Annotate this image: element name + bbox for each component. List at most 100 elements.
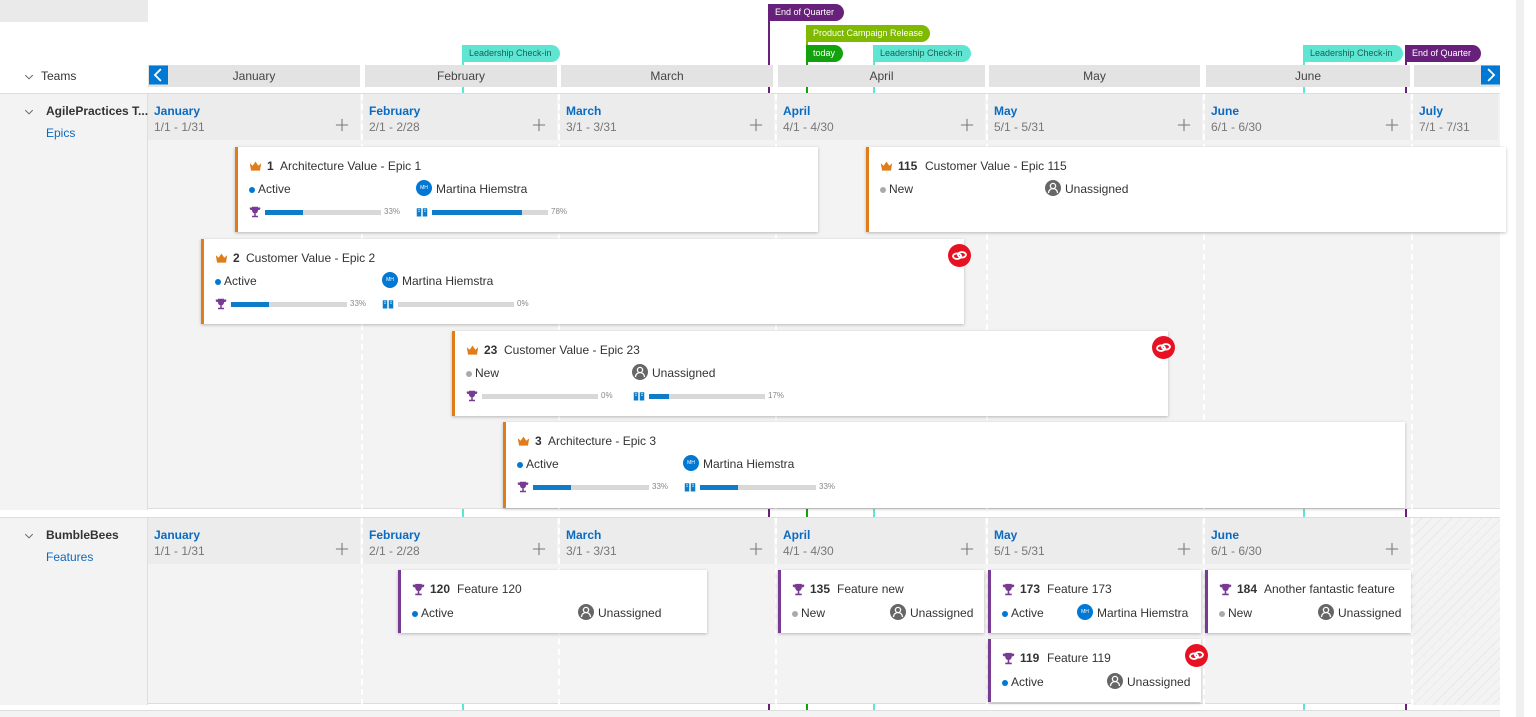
unassigned-icon [578, 604, 594, 620]
progress-track [649, 394, 765, 399]
item-title[interactable]: Architecture Value - Epic 1 [280, 159, 422, 173]
add-button-glyph [532, 118, 546, 132]
add-button-glyph [960, 542, 974, 556]
interval-header [363, 518, 557, 564]
header-row: Teams January February March April May June [0, 65, 1500, 87]
item-title[interactable]: Feature new [837, 582, 904, 596]
work-item-card[interactable]: 2 Customer Value - Epic 2 Active MH Martina … [201, 239, 971, 324]
feature-icon [412, 583, 425, 596]
scrollbar [1516, 0, 1524, 717]
item-title[interactable]: Customer Value - Epic 115 [925, 159, 1067, 173]
unassigned-icon-glyph [632, 364, 648, 380]
marker-label[interactable]: today [806, 45, 843, 62]
column-divider [775, 518, 777, 705]
add-button[interactable] [335, 542, 349, 556]
add-button[interactable] [1385, 118, 1399, 132]
marker-label[interactable]: Leadership Check-in [873, 45, 971, 62]
work-item-card[interactable]: 184 Another fantastic feature New Unassigne… [1205, 570, 1411, 633]
item-title[interactable]: Feature 119 [1047, 651, 1111, 665]
backlog-link[interactable]: Features [46, 550, 94, 564]
interval-header [148, 94, 360, 140]
item-title[interactable]: Architecture - Epic 3 [548, 434, 657, 448]
state-dot [880, 187, 886, 193]
month-header: February [365, 65, 557, 87]
add-button[interactable] [960, 118, 974, 132]
marker-label[interactable]: Product Campaign Release [806, 25, 930, 42]
child-progress-icon [382, 298, 394, 310]
child-progress-icon-glyph [684, 483, 696, 492]
team-cell: AgilePractices T... Epics [0, 94, 148, 510]
interval-range: 5/1 - 5/31 [994, 120, 1045, 134]
work-item-card[interactable]: 173 Feature 173 Active MH Martina Hiemstra [988, 570, 1201, 633]
add-button[interactable] [532, 118, 546, 132]
work-item-card[interactable]: 3 Architecture - Epic 3 Active MH Martina Hi… [503, 422, 1405, 508]
work-item-card[interactable]: 119 Feature 119 Active Unassigned [988, 639, 1208, 702]
team-name[interactable]: AgilePractices T... [46, 104, 149, 118]
add-button[interactable] [749, 118, 763, 132]
marker-label[interactable]: Leadership Check-in [1303, 45, 1403, 62]
month-header: May [989, 65, 1200, 87]
dependency-icon-glyph [948, 244, 971, 267]
unassigned-icon-glyph [1045, 180, 1061, 196]
out-of-range [1413, 518, 1500, 705]
month-header: April [778, 65, 985, 87]
dependency-icon[interactable] [948, 244, 971, 267]
item-title[interactable]: Another fantastic feature [1264, 582, 1395, 596]
unassigned-icon-glyph [578, 604, 594, 620]
child-progress-icon-glyph [382, 300, 394, 309]
marker-label[interactable]: End of Quarter [768, 4, 844, 21]
interval-header [560, 518, 774, 564]
add-button[interactable] [1385, 542, 1399, 556]
interval-header [988, 94, 1202, 140]
work-item-card[interactable]: 23 Customer Value - Epic 23 New Unassigned 0… [452, 331, 1175, 416]
add-button[interactable] [1177, 118, 1191, 132]
unassigned-icon [1107, 673, 1123, 689]
interval-month: January [154, 528, 201, 542]
dependency-icon[interactable] [1152, 336, 1175, 359]
work-item-card[interactable]: 135 Feature new New Unassigned [778, 570, 984, 633]
item-title[interactable]: Feature 120 [457, 582, 522, 596]
dependency-icon[interactable] [1185, 644, 1208, 667]
interval-month: May [994, 528, 1018, 542]
progress-fill [533, 485, 572, 490]
collapse-icon-glyph [24, 109, 34, 115]
team-row: BumbleBees Features January 1/1 - 1/31 Febru… [0, 517, 1500, 705]
add-button[interactable] [532, 542, 546, 556]
work-item-card[interactable]: 120 Feature 120 Active Unassigned [398, 570, 707, 633]
feature-icon [1002, 652, 1015, 665]
epic-icon [880, 160, 893, 173]
interval-month: February [369, 104, 421, 118]
child-progress-icon-glyph [633, 392, 645, 401]
interval-month: June [1211, 104, 1240, 118]
teams-header [0, 0, 148, 22]
work-item-card[interactable]: 1 Architecture Value - Epic 1 Active MH Mart… [235, 147, 818, 232]
backlog-link[interactable]: Epics [46, 126, 76, 140]
assignee: Martina Hiemstra [402, 274, 494, 288]
month-header: June [1206, 65, 1410, 87]
assignee: Unassigned [652, 366, 716, 380]
goal-progress-icon [249, 206, 261, 218]
epic-icon-glyph [517, 436, 530, 446]
item-title[interactable]: Customer Value - Epic 23 [504, 343, 640, 357]
work-item-card[interactable]: 115 Customer Value - Epic 115 New Unassigne… [866, 147, 1506, 232]
state-dot [1002, 680, 1008, 686]
goal-progress-icon-glyph [466, 390, 478, 402]
add-button[interactable] [1177, 542, 1191, 556]
item-title[interactable]: Customer Value - Epic 2 [246, 251, 376, 265]
epic-icon [249, 160, 262, 173]
assignee: Unassigned [1338, 606, 1402, 620]
interval-range: 2/1 - 2/28 [369, 544, 420, 558]
marker-label[interactable]: Leadership Check-in [462, 45, 560, 62]
goal-progress-icon-glyph [215, 298, 227, 310]
marker-label[interactable]: End of Quarter [1405, 45, 1481, 62]
assignee: Unassigned [910, 606, 974, 620]
add-button[interactable] [960, 542, 974, 556]
dependency-icon-glyph [1152, 336, 1175, 359]
assignee: Unassigned [598, 606, 662, 620]
item-title[interactable]: Feature 173 [1047, 582, 1112, 596]
team-name[interactable]: BumbleBees [46, 528, 119, 542]
scroll-right [1481, 65, 1500, 85]
add-button[interactable] [749, 542, 763, 556]
epic-icon-glyph [880, 161, 893, 171]
add-button[interactable] [335, 118, 349, 132]
